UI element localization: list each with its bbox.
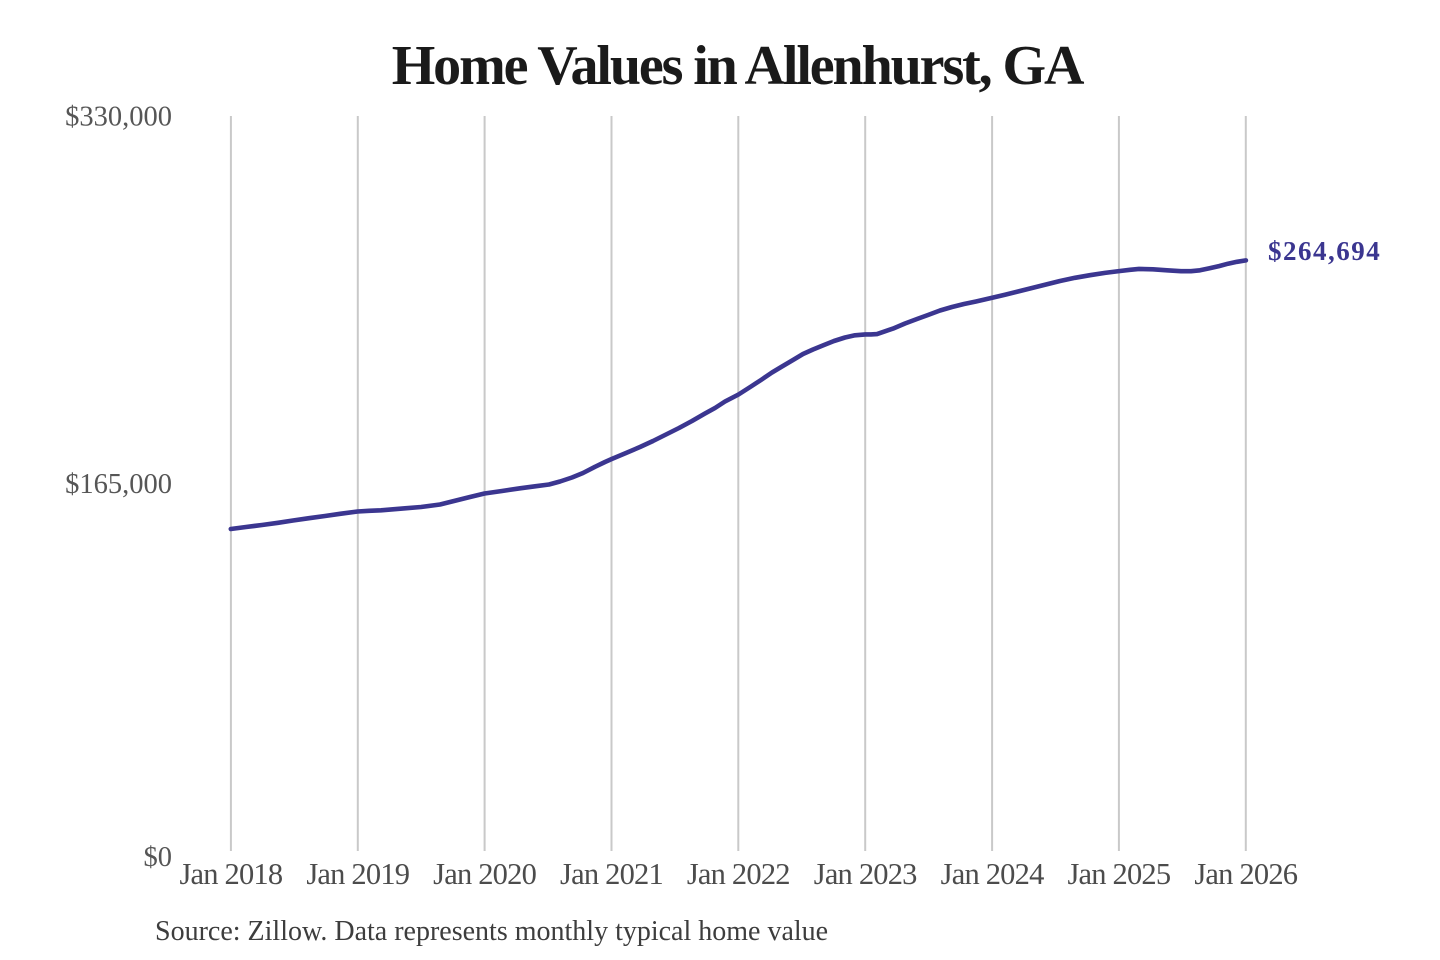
svg-text:$0: $0 xyxy=(144,842,173,873)
svg-text:Home Values in Allenhurst, GA: Home Values in Allenhurst, GA xyxy=(392,35,1085,97)
svg-text:$264,694: $264,694 xyxy=(1268,236,1381,266)
svg-text:Jan 2023: Jan 2023 xyxy=(814,857,917,891)
svg-text:$165,000: $165,000 xyxy=(65,469,172,500)
svg-text:Jan 2018: Jan 2018 xyxy=(179,857,282,891)
svg-text:Jan 2020: Jan 2020 xyxy=(433,857,536,891)
svg-text:Jan 2026: Jan 2026 xyxy=(1194,857,1297,891)
svg-text:Source: Zillow. Data represent: Source: Zillow. Data represents monthly … xyxy=(155,916,828,947)
svg-text:Jan 2025: Jan 2025 xyxy=(1067,857,1170,891)
svg-text:$330,000: $330,000 xyxy=(65,102,172,133)
svg-text:Jan 2024: Jan 2024 xyxy=(941,857,1044,891)
svg-text:Jan 2019: Jan 2019 xyxy=(306,857,409,891)
svg-text:Jan 2021: Jan 2021 xyxy=(560,857,663,891)
svg-text:Jan 2022: Jan 2022 xyxy=(687,857,790,891)
